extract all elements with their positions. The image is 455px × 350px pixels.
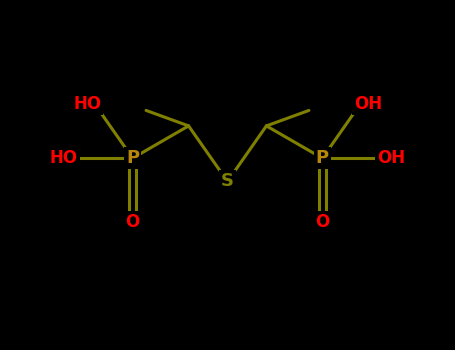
Text: O: O bbox=[315, 213, 329, 231]
Text: HO: HO bbox=[73, 95, 101, 113]
Text: S: S bbox=[221, 173, 234, 190]
Text: O: O bbox=[126, 213, 140, 231]
Text: P: P bbox=[126, 149, 139, 167]
Text: P: P bbox=[316, 149, 329, 167]
Text: OH: OH bbox=[354, 95, 382, 113]
Text: HO: HO bbox=[50, 149, 78, 167]
Text: OH: OH bbox=[377, 149, 405, 167]
